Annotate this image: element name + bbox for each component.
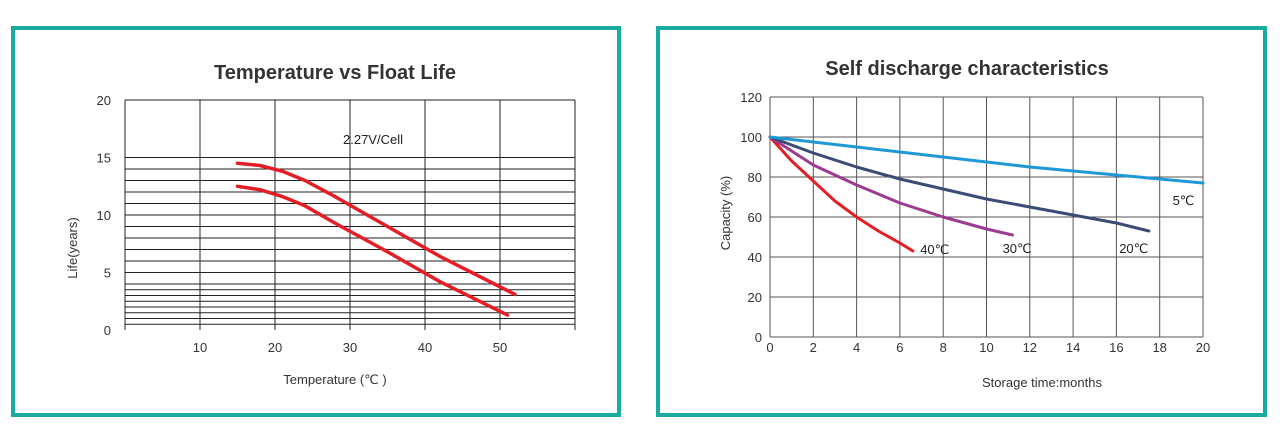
float-life-panel: Temperature vs Float Life 0 5 10 15 20 10 20 30… xyxy=(11,26,621,417)
y-tick-label: 15 xyxy=(97,151,111,166)
tick-labels: 0 20 40 60 80 100 120 0 2 4 6 8 10 12 14 16 18 20 xyxy=(740,90,1210,355)
y-tick-label: 0 xyxy=(104,323,111,338)
y-tick-label: 20 xyxy=(97,93,111,108)
x-axis-label: Temperature (℃ ) xyxy=(283,372,386,387)
x-tick-label: 4 xyxy=(853,340,860,355)
series-label: 40℃ xyxy=(920,242,949,257)
x-tick-label: 40 xyxy=(418,340,432,355)
y-tick-label: 10 xyxy=(97,208,111,223)
grid xyxy=(124,99,576,330)
series-line-30c xyxy=(768,135,1014,237)
x-tick-label: 8 xyxy=(940,340,947,355)
self-discharge-chart: Self discharge characteristics 020406080… xyxy=(718,58,1210,390)
upper-bound-line xyxy=(235,161,517,297)
x-tick-label: 30 xyxy=(343,340,357,355)
series-group: 40℃ 30℃ 20℃ 5℃ xyxy=(768,135,1205,257)
y-tick-label: 80 xyxy=(748,170,762,185)
chart-title: Self discharge characteristics xyxy=(825,58,1108,80)
x-tick-label: 12 xyxy=(1023,340,1037,355)
series-label: 5℃ xyxy=(1173,193,1195,208)
series-line-5c xyxy=(768,135,1205,185)
x-tick-label: 0 xyxy=(766,340,773,355)
series-label: 20℃ xyxy=(1119,241,1148,256)
lower-bound-line xyxy=(235,184,510,317)
series-group xyxy=(235,161,517,317)
self-discharge-panel: Self discharge characteristics 0 20 40 60 80… xyxy=(656,26,1267,417)
x-tick-label: 20 xyxy=(268,340,282,355)
x-tick-label: 14 xyxy=(1066,340,1080,355)
x-tick-label: 10 xyxy=(979,340,993,355)
y-axis-label: Capacity (%) xyxy=(718,176,733,250)
y-tick-label: 60 xyxy=(748,210,762,225)
y-tick-label: 120 xyxy=(740,90,762,105)
x-tick-label: 20 xyxy=(1196,340,1210,355)
x-tick-label: 10 xyxy=(193,340,207,355)
x-tick-label: 18 xyxy=(1152,340,1166,355)
series-line-40c xyxy=(768,135,915,253)
tick-labels: 0 5 10 15 20 10 20 30 40 50 xyxy=(97,93,508,355)
y-tick-label: 0 xyxy=(755,330,762,345)
y-axis-label: Life(years) xyxy=(65,217,80,278)
y-tick-label: 100 xyxy=(740,130,762,145)
y-tick-label: 5 xyxy=(104,266,111,281)
x-tick-label: 50 xyxy=(493,340,507,355)
x-tick-label: 2 xyxy=(810,340,817,355)
y-tick-label: 40 xyxy=(748,250,762,265)
float-life-chart: Temperature vs Float Life 0 5 10 15 20 10 20 30… xyxy=(65,62,576,387)
chart-title: Temperature vs Float Life xyxy=(214,62,456,84)
grid xyxy=(769,96,1204,338)
x-tick-label: 6 xyxy=(896,340,903,355)
series-line-20c xyxy=(768,135,1151,233)
series-label: 30℃ xyxy=(1003,241,1032,256)
y-tick-label: 20 xyxy=(748,290,762,305)
x-axis-label: Storage time:months xyxy=(982,375,1102,390)
x-tick-label: 16 xyxy=(1109,340,1123,355)
voltage-annotation: 2.27V/Cell xyxy=(343,132,403,147)
